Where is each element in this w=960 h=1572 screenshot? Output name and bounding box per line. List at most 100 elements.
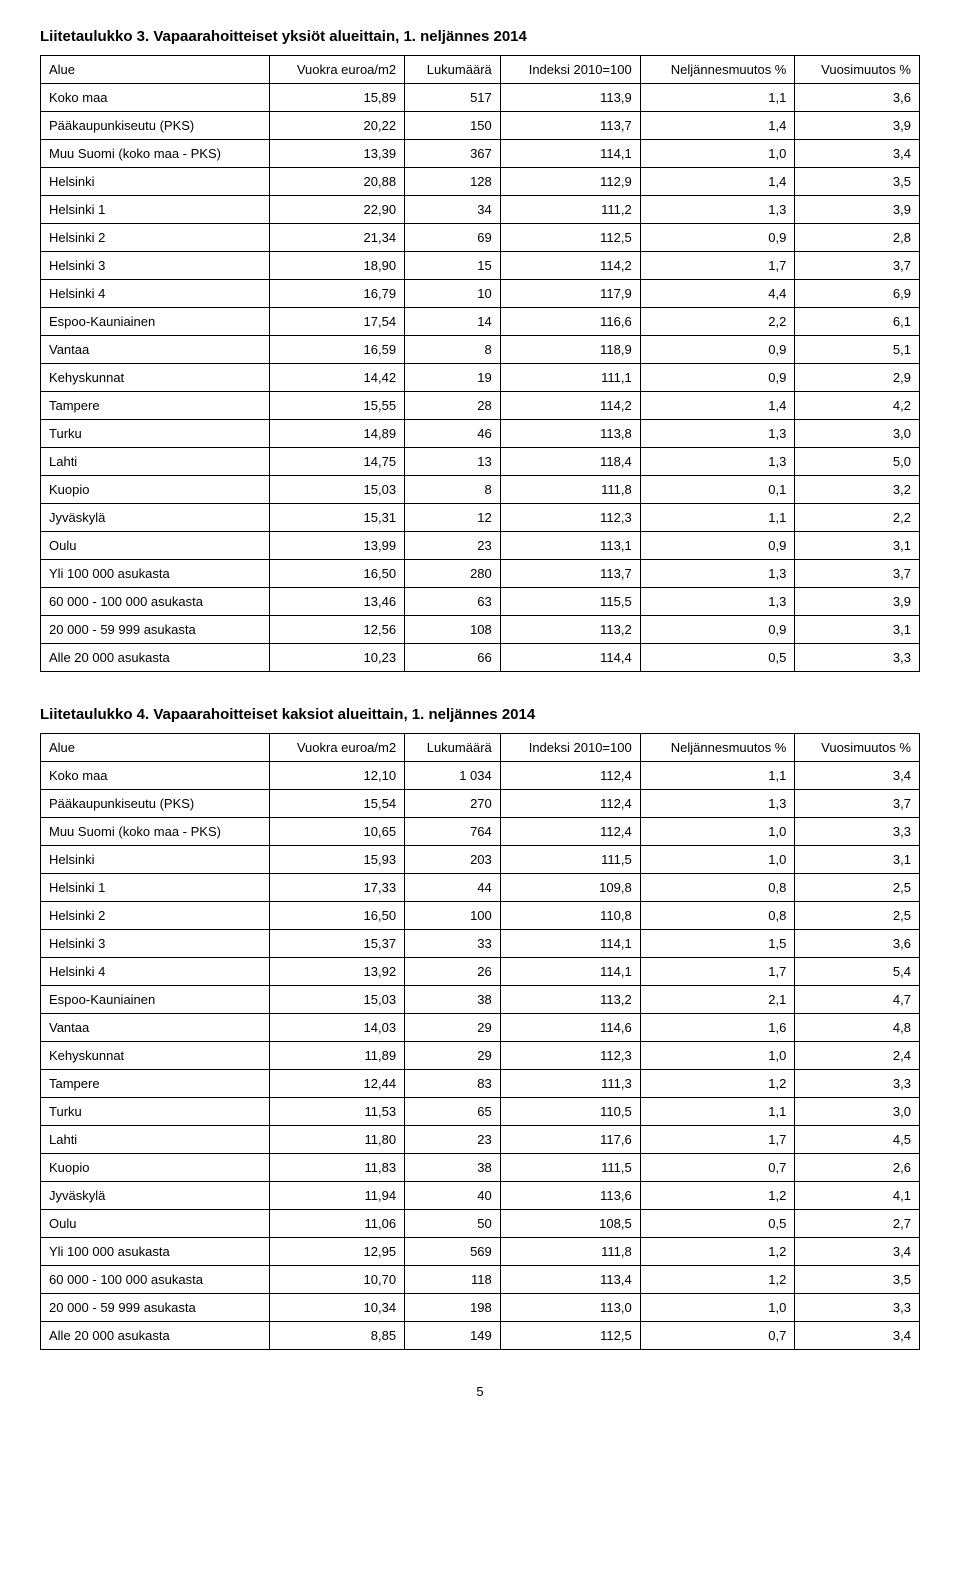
table-cell: 3,3 xyxy=(795,644,920,672)
table4-col-alue: Alue xyxy=(41,734,270,762)
table-cell: 112,5 xyxy=(500,224,640,252)
table-cell: 113,4 xyxy=(500,1266,640,1294)
table-cell: 13,92 xyxy=(269,958,405,986)
table-cell: 270 xyxy=(405,790,501,818)
table-cell: Helsinki 3 xyxy=(41,252,270,280)
table-row: Jyväskylä15,3112112,31,12,2 xyxy=(41,504,920,532)
table-cell: 11,53 xyxy=(269,1098,405,1126)
table-cell: 33 xyxy=(405,930,501,958)
table-cell: 0,9 xyxy=(640,364,795,392)
table-cell: 0,9 xyxy=(640,336,795,364)
table-cell: 1,3 xyxy=(640,560,795,588)
table-row: Tampere12,4483111,31,23,3 xyxy=(41,1070,920,1098)
table-row: Koko maa12,101 034112,41,13,4 xyxy=(41,762,920,790)
table-cell: 4,7 xyxy=(795,986,920,1014)
table-cell: Helsinki 3 xyxy=(41,930,270,958)
table-row: Vantaa14,0329114,61,64,8 xyxy=(41,1014,920,1042)
table-cell: 65 xyxy=(405,1098,501,1126)
table-cell: 108,5 xyxy=(500,1210,640,1238)
table-cell: 1,2 xyxy=(640,1266,795,1294)
table4: Alue Vuokra euroa/m2 Lukumäärä Indeksi 2… xyxy=(40,733,920,1350)
table-cell: Jyväskylä xyxy=(41,1182,270,1210)
table-cell: 16,79 xyxy=(269,280,405,308)
table-cell: 113,2 xyxy=(500,616,640,644)
table-row: Muu Suomi (koko maa - PKS)13,39367114,11… xyxy=(41,140,920,168)
table-cell: Kuopio xyxy=(41,1154,270,1182)
table-cell: Turku xyxy=(41,420,270,448)
table-cell: Helsinki 2 xyxy=(41,902,270,930)
table-cell: Vantaa xyxy=(41,1014,270,1042)
table-cell: 280 xyxy=(405,560,501,588)
table-cell: 12,44 xyxy=(269,1070,405,1098)
table-cell: 1,3 xyxy=(640,448,795,476)
table-cell: 111,1 xyxy=(500,364,640,392)
table-cell: 111,5 xyxy=(500,1154,640,1182)
table-row: Turku11,5365110,51,13,0 xyxy=(41,1098,920,1126)
table-cell: 118 xyxy=(405,1266,501,1294)
table-cell: Koko maa xyxy=(41,84,270,112)
table-cell: 20 000 - 59 999 asukasta xyxy=(41,1294,270,1322)
table-cell: 83 xyxy=(405,1070,501,1098)
table-cell: 12,56 xyxy=(269,616,405,644)
table-cell: 3,0 xyxy=(795,1098,920,1126)
table-row: 20 000 - 59 999 asukasta10,34198113,01,0… xyxy=(41,1294,920,1322)
table4-col-indeksi: Indeksi 2010=100 xyxy=(500,734,640,762)
table-cell: 198 xyxy=(405,1294,501,1322)
table-cell: 63 xyxy=(405,588,501,616)
table4-col-lukumaara: Lukumäärä xyxy=(405,734,501,762)
table-cell: 17,33 xyxy=(269,874,405,902)
table-cell: 5,4 xyxy=(795,958,920,986)
table-cell: 3,3 xyxy=(795,818,920,846)
table-cell: 114,1 xyxy=(500,930,640,958)
table-cell: 111,2 xyxy=(500,196,640,224)
table-cell: 2,1 xyxy=(640,986,795,1014)
table-cell: 111,3 xyxy=(500,1070,640,1098)
table-cell: 10 xyxy=(405,280,501,308)
table-row: Kehyskunnat14,4219111,10,92,9 xyxy=(41,364,920,392)
table-cell: 3,6 xyxy=(795,84,920,112)
table-cell: 4,5 xyxy=(795,1126,920,1154)
table-cell: 113,7 xyxy=(500,112,640,140)
table-cell: 38 xyxy=(405,986,501,1014)
table-cell: Kehyskunnat xyxy=(41,1042,270,1070)
table-cell: 1,1 xyxy=(640,762,795,790)
table-cell: 2,2 xyxy=(640,308,795,336)
table-cell: 46 xyxy=(405,420,501,448)
table-cell: 69 xyxy=(405,224,501,252)
table-cell: Koko maa xyxy=(41,762,270,790)
table-cell: 5,0 xyxy=(795,448,920,476)
table-cell: 34 xyxy=(405,196,501,224)
table-cell: 112,3 xyxy=(500,1042,640,1070)
table-cell: 114,2 xyxy=(500,252,640,280)
table3: Alue Vuokra euroa/m2 Lukumäärä Indeksi 2… xyxy=(40,55,920,672)
table-cell: 116,6 xyxy=(500,308,640,336)
table-cell: Lahti xyxy=(41,1126,270,1154)
table-cell: 8 xyxy=(405,476,501,504)
table-cell: 3,7 xyxy=(795,790,920,818)
table-cell: 1,2 xyxy=(640,1070,795,1098)
table-cell: 0,7 xyxy=(640,1322,795,1350)
table-row: Kehyskunnat11,8929112,31,02,4 xyxy=(41,1042,920,1070)
table-row: Tampere15,5528114,21,44,2 xyxy=(41,392,920,420)
table-cell: 1,2 xyxy=(640,1182,795,1210)
table-cell: 15,55 xyxy=(269,392,405,420)
table-cell: 1,4 xyxy=(640,392,795,420)
table-cell: Tampere xyxy=(41,392,270,420)
table3-col-vuokra: Vuokra euroa/m2 xyxy=(269,56,405,84)
table-cell: 110,5 xyxy=(500,1098,640,1126)
table-cell: 114,1 xyxy=(500,958,640,986)
table-cell: 5,1 xyxy=(795,336,920,364)
table-cell: 1,1 xyxy=(640,1098,795,1126)
table-row: Koko maa15,89517113,91,13,6 xyxy=(41,84,920,112)
table-cell: 4,4 xyxy=(640,280,795,308)
table-cell: 112,4 xyxy=(500,818,640,846)
table4-header-row: Alue Vuokra euroa/m2 Lukumäärä Indeksi 2… xyxy=(41,734,920,762)
table-cell: 20,22 xyxy=(269,112,405,140)
table-cell: 3,3 xyxy=(795,1070,920,1098)
table-cell: 113,2 xyxy=(500,986,640,1014)
table-cell: Tampere xyxy=(41,1070,270,1098)
table-cell: 38 xyxy=(405,1154,501,1182)
table-row: Lahti14,7513118,41,35,0 xyxy=(41,448,920,476)
table-cell: 20,88 xyxy=(269,168,405,196)
table-cell: Alle 20 000 asukasta xyxy=(41,644,270,672)
